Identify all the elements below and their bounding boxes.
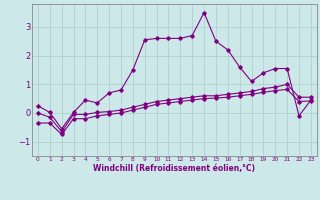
X-axis label: Windchill (Refroidissement éolien,°C): Windchill (Refroidissement éolien,°C) xyxy=(93,164,255,173)
